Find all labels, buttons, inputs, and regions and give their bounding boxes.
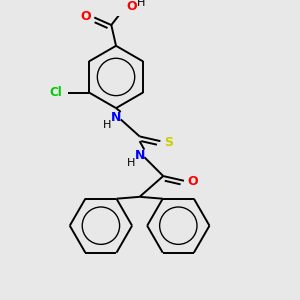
- Text: S: S: [164, 136, 173, 148]
- Text: H: H: [103, 120, 112, 130]
- Text: Cl: Cl: [50, 86, 63, 99]
- Text: O: O: [80, 10, 91, 23]
- Text: H: H: [127, 158, 135, 168]
- Text: O: O: [126, 0, 137, 13]
- Text: N: N: [111, 111, 121, 124]
- Text: N: N: [134, 149, 145, 162]
- Text: H: H: [137, 0, 145, 8]
- Text: O: O: [188, 175, 198, 188]
